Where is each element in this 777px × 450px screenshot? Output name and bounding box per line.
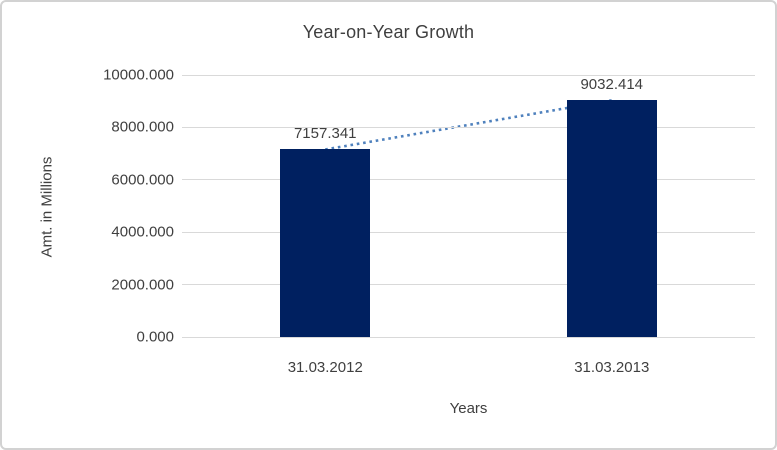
gridline	[182, 74, 755, 76]
chart-title: Year-on-Year Growth	[302, 22, 475, 42]
gridline	[182, 126, 755, 128]
y-tick-label: 0.000	[136, 328, 174, 346]
gridline	[182, 179, 755, 181]
y-tick-label: 4000.000	[111, 223, 174, 241]
y-tick-label: 8000.000	[111, 118, 174, 136]
y-tick-label: 6000.000	[111, 171, 174, 189]
plot-area: 7157.341 9032.414	[182, 74, 755, 338]
gridline	[182, 231, 755, 233]
x-category-label: 31.03.2013	[574, 359, 650, 376]
y-tick-label: 2000.000	[111, 276, 174, 294]
trendline	[325, 99, 612, 151]
bar-data-label: 9032.414	[580, 76, 644, 94]
bar	[566, 100, 657, 337]
x-axis-category-labels: 31.03.2012 31.03.2013	[182, 355, 755, 379]
y-axis-tick-labels: 0.000 2000.000 4000.000 6000.000 8000.000 100…	[2, 67, 174, 346]
x-category-label: 31.03.2012	[287, 359, 363, 376]
bar	[280, 149, 371, 337]
gridline	[182, 284, 755, 286]
bar-data-label: 7157.341	[293, 125, 357, 143]
x-axis-title: Years	[449, 400, 488, 417]
y-tick-label: 10000.000	[103, 66, 174, 84]
gridline	[182, 336, 755, 338]
